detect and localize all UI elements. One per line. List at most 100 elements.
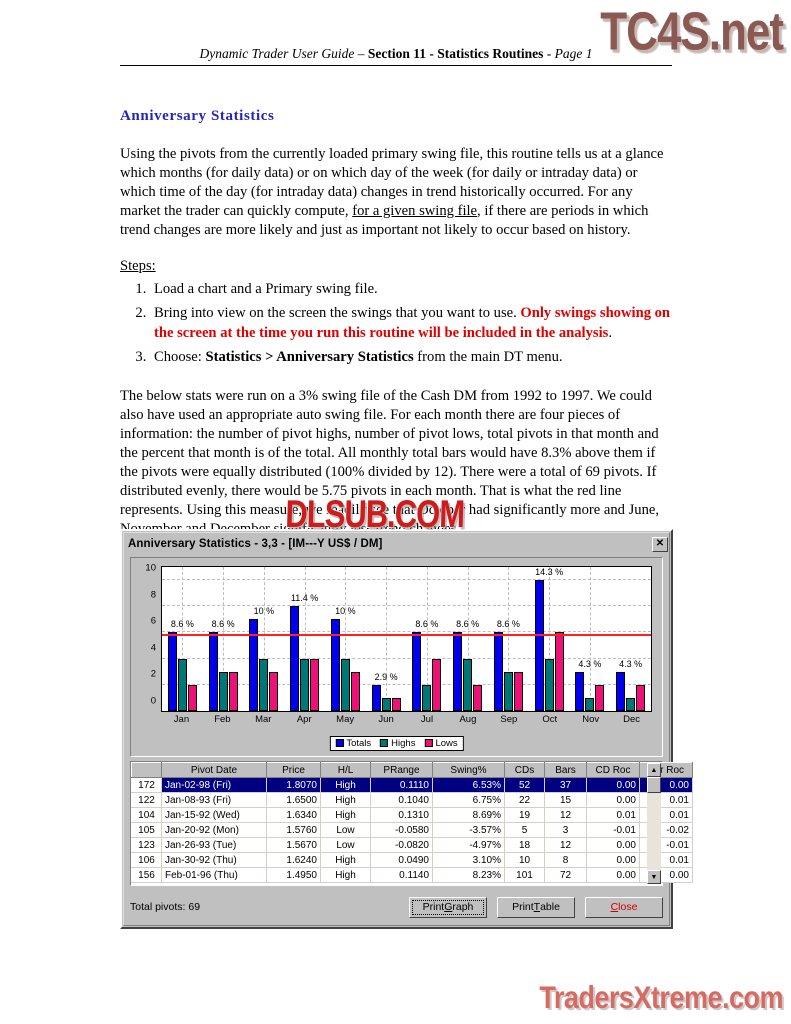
table-cell-bars: 8 [544,852,587,868]
chart-bar-group: 10 % [325,567,366,711]
pivot-table-header-row: Pivot Date Price H/L PRange Swing% CDs Bars CD … [131,762,693,778]
intro-text-a: Using the pivots from the currently load… [120,146,664,219]
chart-bar-lows [310,658,320,711]
chart-bar-totals [575,671,585,711]
chart-x-tick: Jan [173,714,190,725]
table-row[interactable]: 106 Jan-30-92 (Thu) 1.6240 High 0.0490 3.10% 1… [131,852,693,868]
chart-bar-totals [493,632,503,711]
step-3-text: Choose: [154,349,206,366]
running-head-page: - Page 1 [543,46,593,61]
chart-x-tick: Dec [623,714,641,725]
chart-bar-group: 4.3 % [570,567,611,711]
table-cell-cdroc: 0.00 [586,852,640,868]
running-head-rule [120,65,672,66]
chart-bars [325,567,366,711]
table-cell-date: Jan-20-92 (Mon) [161,822,267,838]
chart-bar-highs [340,658,350,711]
page-title: Anniversary Statistics [120,108,275,124]
chart-bar-group: 2.9 % [366,567,407,711]
chart-bars [162,567,203,711]
table-cell-swing: 6.53% [432,777,505,793]
chart-data-label: 2.9 % [374,671,398,682]
chart-vertical-gridline [304,567,306,711]
chart-bar-lows [432,658,442,711]
chart-bar-group: 8.6 % [488,567,529,711]
chart-data-label: 8.6 % [170,619,194,630]
table-row[interactable]: 156 Feb-01-96 (Thu) 1.4950 High 0.1140 8.23% 1… [131,867,693,883]
chart-plot-area: 8.6 % 8.6 % 10 % 11.4 % 10 % 2.9 % 8.6 % 8.6 % 8… [161,566,652,712]
pivot-table-header-cell[interactable]: Swing% [432,762,505,778]
scrollbar-thumb[interactable] [647,777,661,793]
chart-data-label: 14.3 % [535,567,564,578]
chart-vertical-gridline [182,567,184,711]
table-cell-cdroc: 0.01 [586,807,640,823]
scroll-down-icon[interactable]: ▼ [647,870,661,884]
table-cell-cds: 5 [504,822,545,838]
step-2-warning: Only swings showing on the screen at the… [154,305,671,341]
chart-vertical-gridline [386,567,388,711]
close-icon[interactable]: ✕ [652,536,668,552]
table-cell-swing: 6.75% [432,792,505,808]
chart-x-tick: Apr [296,714,312,725]
running-head: Dynamic Trader User Guide – Section 11 -… [120,46,672,66]
pivot-table-header-cell[interactable] [131,762,162,778]
pivot-table-header-cell[interactable]: H/L [320,762,371,778]
table-cell-prange: -0.0580 [370,822,433,838]
pivot-table-header-cell[interactable]: CDs [504,762,545,778]
chart-bar-lows [187,684,197,711]
chart-bar-highs [626,697,636,711]
chart-bar-group: 14.3 % [529,567,570,711]
table-cell-id: 104 [131,807,162,823]
print-table-label-a: Print [512,901,534,913]
pivot-table-header-cell[interactable]: Bars [544,762,587,778]
table-cell-price: 1.4950 [266,867,321,883]
chart-bar-highs [218,671,228,711]
chart-bar-totals [412,632,422,711]
table-cell-cds: 19 [504,807,545,823]
steps-label: Steps: [120,257,156,274]
pivot-table-header-cell[interactable]: Price [266,762,321,778]
dialog-title: Anniversary Statistics - 3,3 - [IM---Y U… [128,538,383,550]
chart-x-axis: Jan Feb Mar Apr May Jun Jul Aug Sep Oct Nov Dec [161,714,652,728]
step-item-2: Bring into view on the screen the swings… [150,304,672,343]
table-row[interactable]: 122 Jan-08-93 (Fri) 1.6500 High 0.1040 6.75% 2… [131,792,693,808]
pivot-table-header-cell[interactable]: CD Roc [586,762,640,778]
table-vertical-scrollbar[interactable]: ▲ ▼ [647,763,661,884]
print-graph-label-a: Print [422,901,445,913]
chart-bar-highs [381,697,391,711]
running-head-section: Section 11 - Statistics Routines [367,46,544,61]
chart-bar-totals [534,580,544,711]
pivot-table-header-cell[interactable]: PRange [370,762,433,778]
table-cell-cdroc: 0.00 [586,792,640,808]
table-cell-hl: High [320,777,371,793]
table-row[interactable]: 172 Jan-02-98 (Fri) 1.8070 High 0.1110 6.53% 5… [131,777,693,793]
chart-bar-lows [554,632,564,711]
scroll-up-icon[interactable]: ▲ [647,763,661,777]
table-cell-prange: 0.1310 [370,807,433,823]
watermark-tradersxtreme: TradersXtreme.com [539,980,784,1016]
close-label: lose [618,901,638,913]
table-cell-hl: High [320,807,371,823]
table-row[interactable]: 105 Jan-20-92 (Mon) 1.5760 Low -0.0580 -3.57%… [131,822,693,838]
chart-vertical-gridline [345,567,347,711]
table-row[interactable]: 104 Jan-15-92 (Wed) 1.6340 High 0.1310 8.69% 1… [131,807,693,823]
table-row[interactable]: 123 Jan-26-93 (Tue) 1.5670 Low -0.0820 -4.97%… [131,837,693,853]
pivot-table-header-cell[interactable]: Pivot Date [161,762,267,778]
chart-vertical-gridline [467,567,469,711]
chart-data-label: 8.6 % [496,619,520,630]
table-cell-hl: High [320,852,371,868]
chart-bar-highs [585,697,595,711]
intro-underlined: for a given swing file [352,202,478,219]
chart-vertical-gridline [508,567,510,711]
table-cell-price: 1.5760 [266,822,321,838]
chart-gridline [162,683,651,685]
chart-bar-group: 11.4 % [284,567,325,711]
table-cell-date: Jan-15-92 (Wed) [161,807,267,823]
chart-data-label: 10 % [253,606,275,617]
chart-x-tick: Mar [255,714,272,725]
chart-legend: Totals Highs Lows [329,736,464,751]
